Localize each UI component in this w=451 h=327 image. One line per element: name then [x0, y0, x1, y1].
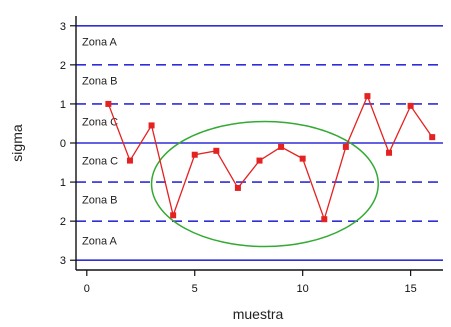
data-point — [321, 216, 328, 223]
data-point — [213, 147, 220, 154]
zone-label: Zona A — [82, 236, 118, 248]
data-point — [170, 212, 177, 219]
data-point — [299, 155, 306, 162]
x-tick-label: 5 — [192, 283, 198, 295]
y-tick-label: 1 — [60, 99, 66, 111]
y-axis-label: sigma — [9, 124, 25, 162]
zone-label-layer: Zona A Zona B Zona C Zona C Zona B Zona A — [82, 36, 118, 247]
data-point — [429, 134, 436, 141]
x-tick-label: 10 — [297, 283, 309, 295]
data-point — [148, 122, 155, 129]
grid-layer — [76, 24, 443, 262]
x-axis-label: muestra — [233, 306, 284, 322]
zone-label: Zona C — [82, 156, 118, 168]
x-tick-label: 0 — [84, 283, 90, 295]
y-tick-label: 2 — [60, 60, 66, 72]
y-tick-label: 1 — [60, 177, 66, 189]
data-point — [256, 157, 263, 164]
zone-label: Zona B — [82, 75, 117, 87]
highlight-ellipse — [150, 120, 379, 248]
data-point — [191, 151, 198, 158]
zone-label: Zona A — [82, 36, 118, 48]
x-tick-label: 15 — [404, 283, 416, 295]
data-point — [234, 184, 241, 191]
data-point — [407, 102, 414, 109]
ellipse-layer — [150, 120, 379, 248]
y-tick-label: 0 — [60, 138, 66, 150]
data-point — [105, 100, 112, 107]
data-point — [386, 149, 393, 156]
data-point — [126, 157, 133, 164]
y-tick-label: 2 — [60, 216, 66, 228]
data-point — [278, 143, 285, 150]
data-point — [342, 143, 349, 150]
series-line — [107, 94, 433, 222]
data-point — [364, 93, 371, 100]
zone-label: Zona C — [82, 117, 118, 129]
series-layer — [105, 93, 436, 223]
y-tick-label: 3 — [60, 255, 66, 267]
zone-label: Zona B — [82, 195, 117, 207]
y-tick-label: 3 — [60, 21, 66, 33]
